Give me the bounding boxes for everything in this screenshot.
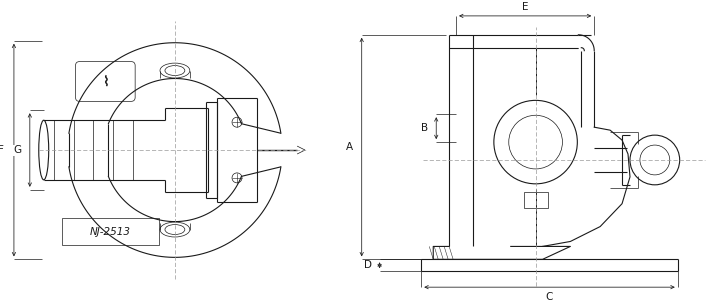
Text: ⌇: ⌇ (102, 75, 109, 88)
Bar (524, 192, 547, 208)
Text: F: F (0, 145, 4, 155)
Text: G: G (13, 145, 22, 155)
Text: C: C (546, 292, 553, 302)
Text: A: A (346, 142, 354, 152)
Text: D: D (364, 260, 371, 270)
Bar (62, 218, 159, 245)
Text: NJ-2513: NJ-2513 (89, 227, 131, 237)
Text: B: B (421, 123, 428, 133)
Text: E: E (522, 2, 528, 12)
